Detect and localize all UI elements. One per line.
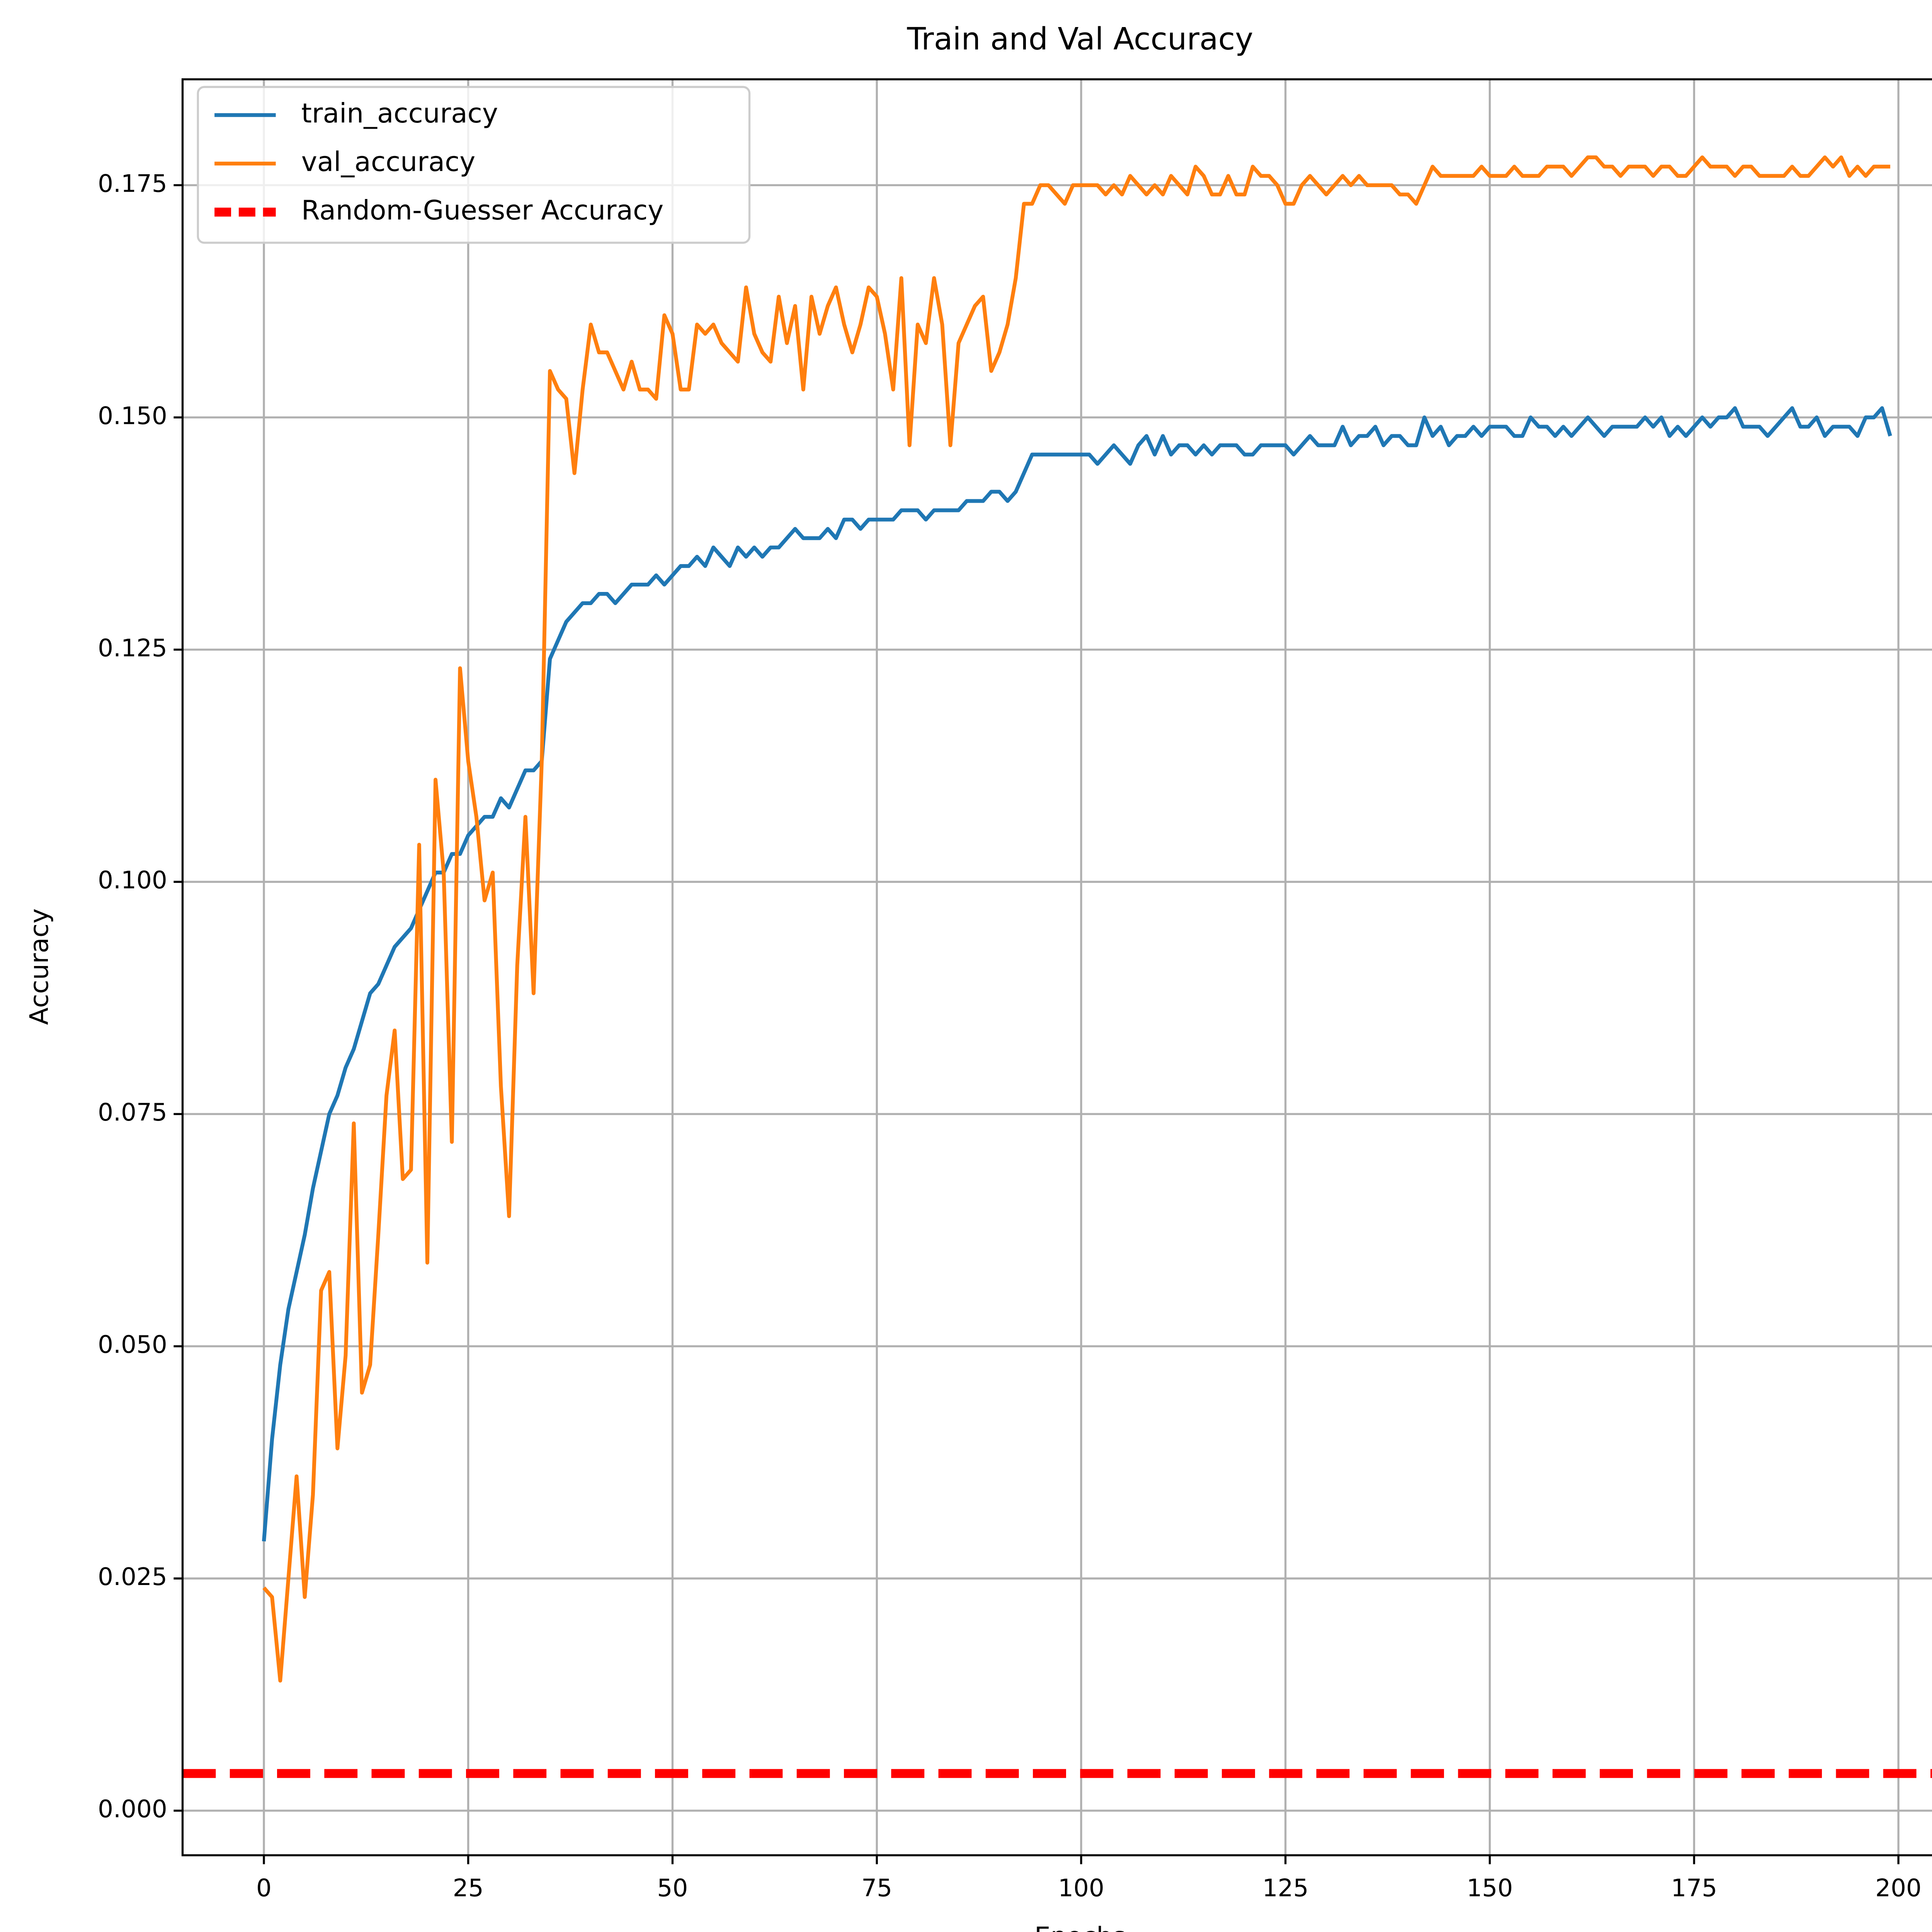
legend-box: [197, 86, 751, 244]
x-tick-label: 50: [657, 1874, 688, 1902]
y-tick-label: 0.000: [98, 1795, 167, 1823]
x-tick-label: 150: [1467, 1874, 1513, 1902]
line-series: [262, 155, 1890, 1683]
y-tick-label: 0.100: [98, 866, 167, 894]
y-axis-label: Accuracy: [24, 908, 54, 1025]
legend-label: val_accuracy: [301, 146, 476, 177]
y-tick-label: 0.025: [98, 1563, 167, 1591]
x-tick-label: 0: [256, 1874, 272, 1902]
chart-title: Train and Val Accuracy: [906, 21, 1253, 57]
y-tick-label: 0.125: [98, 634, 167, 662]
x-tick-label: 75: [861, 1874, 892, 1902]
ticks: 0 25 50 75 100 125 150 175 200 0.000 0.025 0.050 0.0…: [98, 169, 1922, 1902]
y-tick-label: 0.150: [98, 401, 167, 430]
y-tick-label: 0.050: [98, 1330, 167, 1359]
y-tick-label: 0.175: [98, 169, 167, 197]
x-tick-label: 125: [1262, 1874, 1309, 1902]
legend: train_accuracy val_accuracy Random-Guesser…: [197, 86, 751, 244]
axes-frame: [181, 78, 1932, 1857]
legend-label: Random-Guesser Accuracy: [301, 195, 663, 226]
x-tick-label: 100: [1058, 1874, 1104, 1902]
x-axis-label: Epochs: [1034, 1922, 1126, 1932]
x-tick-label: 200: [1875, 1874, 1922, 1902]
plot-area: [182, 155, 1932, 1778]
legend-label: train_accuracy: [301, 98, 498, 129]
line-series: [262, 406, 1892, 1542]
y-tick-label: 0.075: [98, 1098, 167, 1126]
x-tick-label: 175: [1671, 1874, 1717, 1902]
x-tick-label: 25: [453, 1874, 484, 1902]
